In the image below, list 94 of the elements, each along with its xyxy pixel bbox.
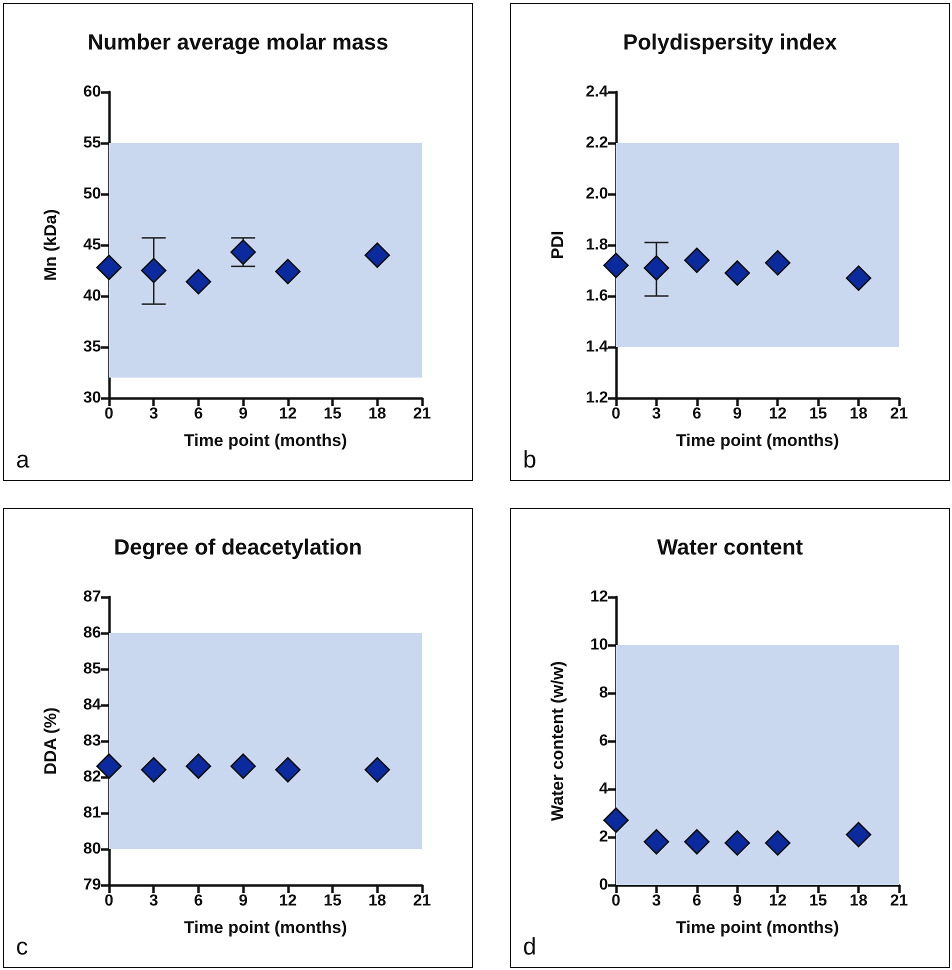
y-tick-label: 50 <box>83 186 102 202</box>
chart-title: Degree of deacetylation <box>114 534 362 560</box>
x-tick-label: 18 <box>368 892 386 910</box>
y-tick-label: 85 <box>83 660 102 678</box>
x-tick-label: 18 <box>850 406 868 422</box>
y-tick-label: 2 <box>599 828 608 846</box>
text: d <box>523 934 536 960</box>
y-axis-title: Water content (w/w) <box>548 661 567 821</box>
y-axis-title: Mn (kDa) <box>41 209 60 281</box>
y-tick-label: 12 <box>590 588 608 606</box>
y-tick-label: 6 <box>599 732 608 750</box>
x-tick-label: 12 <box>768 892 787 910</box>
x-tick-label: 12 <box>768 406 787 422</box>
y-tick-label: 87 <box>83 588 102 606</box>
y-axis-title: PDI <box>548 230 567 260</box>
x-tick-label: 9 <box>732 406 742 422</box>
chart-title: Polydispersity index <box>623 30 838 54</box>
x-tick-label: 12 <box>278 892 297 910</box>
y-tick-label: 2.2 <box>586 134 608 152</box>
y-tick-label: 1.4 <box>586 338 608 356</box>
point <box>364 242 390 268</box>
point <box>724 260 750 286</box>
point <box>275 258 301 284</box>
x-tick-label: 21 <box>890 406 908 422</box>
y-tick-label: 81 <box>83 804 102 822</box>
chart-title: Number average molar mass <box>88 30 388 54</box>
y-tick-label: 84 <box>83 696 102 714</box>
x-tick-label: 3 <box>149 892 158 910</box>
y-tick-label: 30 <box>83 390 102 406</box>
point <box>684 829 710 855</box>
y-tick-label: 86 <box>83 624 102 642</box>
x-tick-label: 0 <box>612 892 621 910</box>
chart-title: Water content <box>657 534 804 560</box>
x-tick-label: 0 <box>104 892 114 910</box>
x-axis-title: Time point (months) <box>184 431 348 450</box>
x-tick-label: 9 <box>238 892 248 910</box>
x-tick-label: 21 <box>413 892 431 910</box>
x-tick-label: 21 <box>890 892 908 910</box>
point <box>140 258 166 284</box>
point <box>644 255 670 281</box>
y-tick-label: 2.0 <box>586 186 608 202</box>
x-tick-label: 6 <box>692 406 702 422</box>
x-tick-label: 21 <box>413 406 431 422</box>
x-tick-label: 6 <box>194 406 203 422</box>
x-tick-label: 15 <box>809 892 828 910</box>
point <box>846 822 872 848</box>
y-tick-label: 79 <box>83 876 102 894</box>
y-tick-label: 0 <box>599 876 608 894</box>
y-tick-label: 60 <box>83 84 102 100</box>
x-tick-label: 18 <box>368 406 386 422</box>
x-tick-label: 3 <box>149 406 158 422</box>
y-tick-label: 8 <box>599 684 608 702</box>
y-tick-label: 82 <box>83 768 102 786</box>
y-axis-title: DDA (%) <box>41 707 60 775</box>
x-tick-label: 3 <box>652 892 661 910</box>
y-tick-label: 45 <box>83 236 102 254</box>
x-tick-label: 15 <box>324 892 342 910</box>
x-tick-label: 3 <box>652 406 661 422</box>
y-tick-label: 40 <box>83 288 102 304</box>
point <box>724 830 750 856</box>
point <box>644 829 670 855</box>
point <box>603 252 629 278</box>
point <box>186 268 212 294</box>
y-tick-label: 1.2 <box>586 390 608 406</box>
x-tick-label: 9 <box>732 892 742 910</box>
y-tick-label: 35 <box>83 338 102 356</box>
x-tick-label: 15 <box>809 406 828 422</box>
x-tick-label: 15 <box>324 406 342 422</box>
x-tick-label: 12 <box>278 406 297 422</box>
y-tick-label: 2.4 <box>586 84 608 100</box>
x-tick-label: 0 <box>612 406 621 422</box>
y-tick-label: 1.8 <box>586 236 608 254</box>
x-tick-label: 18 <box>850 892 868 910</box>
text: a <box>16 446 30 474</box>
text: b <box>523 446 536 474</box>
x-axis-title: Time point (months) <box>676 431 840 450</box>
point <box>846 265 872 291</box>
x-tick-label: 6 <box>692 892 702 910</box>
point <box>764 250 790 276</box>
point <box>764 830 790 856</box>
x-axis-title: Time point (months) <box>676 918 840 937</box>
text: c <box>16 934 28 960</box>
point <box>684 248 710 274</box>
y-tick-label: 1.6 <box>586 288 608 304</box>
y-tick-label: 10 <box>590 636 608 654</box>
x-tick-label: 6 <box>194 892 203 910</box>
point <box>96 254 122 280</box>
y-tick-label: 4 <box>599 780 608 798</box>
y-tick-label: 83 <box>83 732 102 750</box>
y-tick-label: 80 <box>83 840 102 858</box>
x-tick-label: 9 <box>238 406 248 422</box>
x-tick-label: 0 <box>104 406 114 422</box>
x-axis-title: Time point (months) <box>184 918 348 937</box>
y-tick-label: 55 <box>83 134 102 152</box>
